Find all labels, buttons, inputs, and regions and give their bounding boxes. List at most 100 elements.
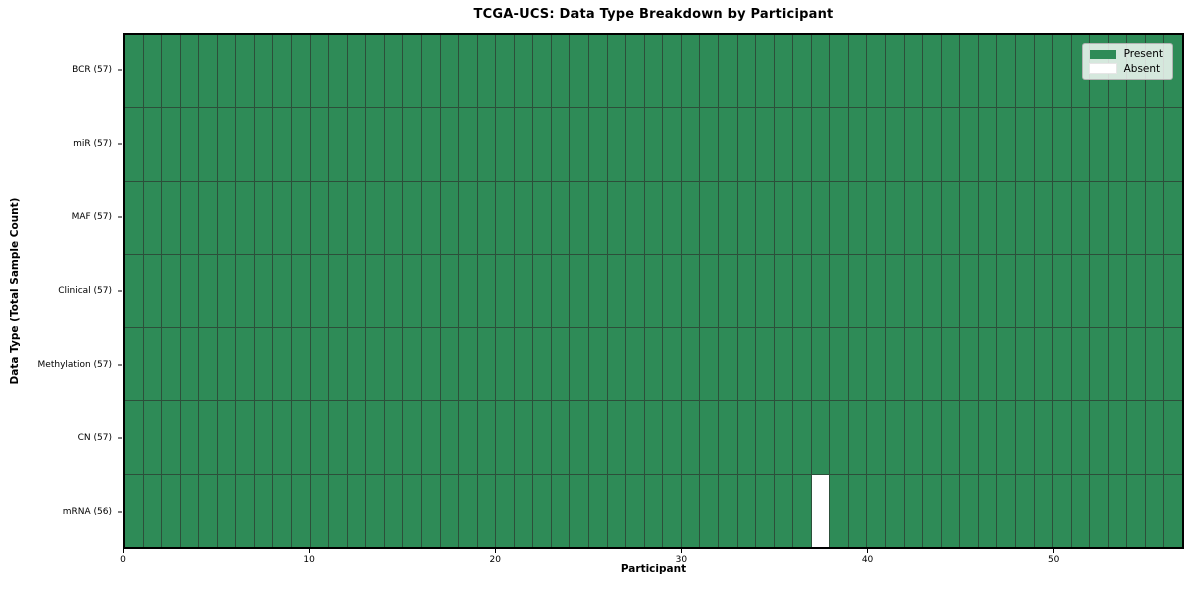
heatmap-cell — [551, 35, 570, 108]
heatmap-cell — [384, 254, 403, 328]
heatmap-cell — [347, 181, 366, 254]
heatmap-cell — [1127, 181, 1145, 254]
heatmap-cell — [1145, 181, 1164, 254]
heatmap-cell — [700, 254, 718, 328]
heatmap-cell — [1090, 474, 1108, 547]
heatmap-cell — [774, 35, 793, 108]
y-tick-label: BCR (57) — [72, 64, 112, 75]
heatmap-cell — [217, 108, 236, 181]
heatmap-cell — [681, 474, 700, 547]
heatmap-cell — [459, 474, 477, 547]
heatmap-cell — [737, 328, 756, 401]
heatmap-cell — [1034, 108, 1053, 181]
plot-area: Present Absent — [123, 33, 1184, 549]
heatmap-cell — [886, 108, 904, 181]
heatmap-cell — [459, 328, 477, 401]
heatmap-cell — [366, 474, 384, 547]
heatmap-cell — [199, 401, 217, 474]
heatmap-cell — [1127, 474, 1145, 547]
heatmap-cell — [904, 108, 923, 181]
heatmap-cell — [273, 401, 292, 474]
heatmap-cell — [384, 35, 403, 108]
heatmap-cell — [440, 35, 459, 108]
heatmap-cell — [681, 108, 700, 181]
heatmap-cell — [459, 254, 477, 328]
heatmap-cell — [421, 401, 440, 474]
heatmap-cell — [440, 254, 459, 328]
x-tick-label: 0 — [120, 555, 126, 565]
heatmap-cell — [904, 328, 923, 401]
heatmap-cell — [867, 474, 886, 547]
heatmap-cell — [292, 254, 310, 328]
heatmap-cell — [421, 108, 440, 181]
heatmap-cell — [1015, 35, 1034, 108]
heatmap-cell — [923, 401, 941, 474]
heatmap-cell — [514, 181, 533, 254]
heatmap-cell — [1164, 401, 1182, 474]
heatmap-cell — [1071, 401, 1090, 474]
heatmap-cell — [718, 328, 737, 401]
heatmap-cell — [589, 35, 607, 108]
heatmap-cell — [756, 35, 774, 108]
heatmap-cell — [236, 474, 254, 547]
heatmap-cell — [440, 328, 459, 401]
heatmap-cell — [607, 108, 626, 181]
heatmap-cell — [718, 108, 737, 181]
y-tick-mark — [118, 437, 122, 439]
heatmap-cell — [644, 474, 663, 547]
heatmap-cell — [1090, 254, 1108, 328]
heatmap-cell — [310, 401, 329, 474]
heatmap-cell — [217, 254, 236, 328]
heatmap-cell — [867, 401, 886, 474]
heatmap-cell — [273, 181, 292, 254]
heatmap-cell — [496, 474, 514, 547]
heatmap-cell — [960, 35, 978, 108]
heatmap-cell — [347, 474, 366, 547]
heatmap-cell — [904, 35, 923, 108]
heatmap-cell — [663, 35, 681, 108]
heatmap-cell — [236, 35, 254, 108]
heatmap-cell — [1053, 35, 1071, 108]
heatmap-cell — [514, 254, 533, 328]
heatmap-cell — [811, 401, 830, 474]
heatmap-cell — [199, 254, 217, 328]
heatmap-cell — [978, 35, 997, 108]
heatmap-cell — [384, 108, 403, 181]
heatmap-cell — [496, 328, 514, 401]
heatmap-cell — [254, 35, 273, 108]
heatmap-cell — [737, 254, 756, 328]
heatmap-cell — [997, 254, 1015, 328]
heatmap-cell — [886, 328, 904, 401]
heatmap-cell — [626, 328, 644, 401]
heatmap-cell — [923, 474, 941, 547]
heatmap-cell — [421, 181, 440, 254]
heatmap-cell — [514, 328, 533, 401]
heatmap-cell — [848, 254, 867, 328]
heatmap-cell — [848, 401, 867, 474]
heatmap-cell — [960, 254, 978, 328]
heatmap-cell — [663, 181, 681, 254]
heatmap-cell — [1015, 474, 1034, 547]
heatmap-cell — [1127, 254, 1145, 328]
heatmap-cell — [1127, 401, 1145, 474]
heatmap-cell — [1108, 328, 1127, 401]
heatmap-cell — [273, 254, 292, 328]
heatmap-cell — [125, 254, 143, 328]
heatmap-cell — [310, 254, 329, 328]
heatmap-cell — [737, 401, 756, 474]
heatmap-cell — [162, 108, 180, 181]
heatmap-cell — [1071, 254, 1090, 328]
heatmap-cell — [292, 181, 310, 254]
heatmap-cell — [663, 254, 681, 328]
x-tick-mark — [1053, 549, 1055, 553]
heatmap-cell — [997, 328, 1015, 401]
heatmap-cell — [960, 181, 978, 254]
heatmap-cell — [570, 328, 589, 401]
heatmap-cell — [125, 401, 143, 474]
y-tick-label: Methylation (57) — [37, 359, 112, 370]
heatmap-cell — [329, 401, 347, 474]
heatmap-cell — [199, 108, 217, 181]
x-axis-label: Participant — [620, 563, 687, 575]
heatmap-cell — [793, 254, 811, 328]
heatmap-cell — [496, 181, 514, 254]
